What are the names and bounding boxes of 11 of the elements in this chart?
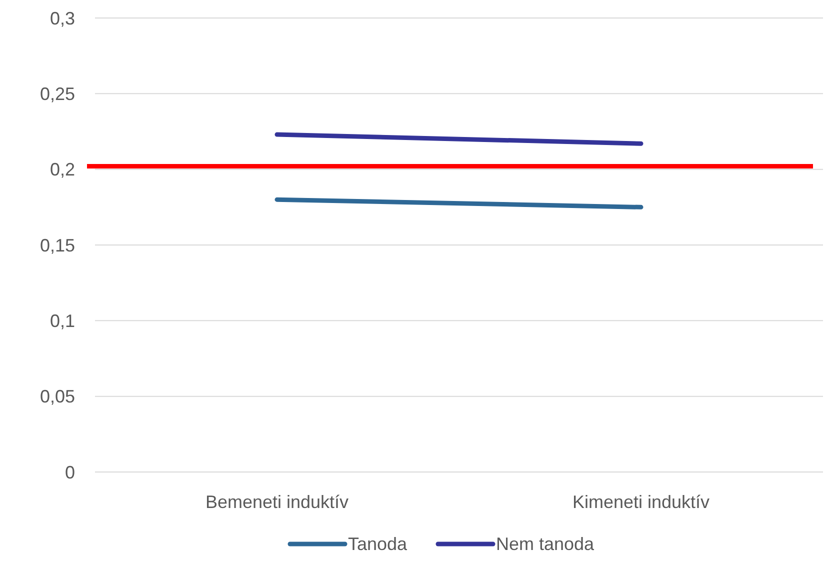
y-tick-label: 0,25 <box>40 84 75 104</box>
x-tick-label: Bemeneti induktív <box>205 492 349 512</box>
y-tick-label: 0,2 <box>50 160 75 180</box>
legend-label: Nem tanoda <box>496 534 596 554</box>
y-tick-label: 0,05 <box>40 386 75 407</box>
y-tick-label: 0 <box>64 462 75 482</box>
x-tick-label: Kimeneti induktív <box>572 492 710 512</box>
y-tick-label: 0,1 <box>50 310 75 331</box>
y-tick-label: 0,3 <box>50 8 75 28</box>
legend-label: Tanoda <box>348 534 408 554</box>
y-tick-label: 0,15 <box>40 235 75 256</box>
